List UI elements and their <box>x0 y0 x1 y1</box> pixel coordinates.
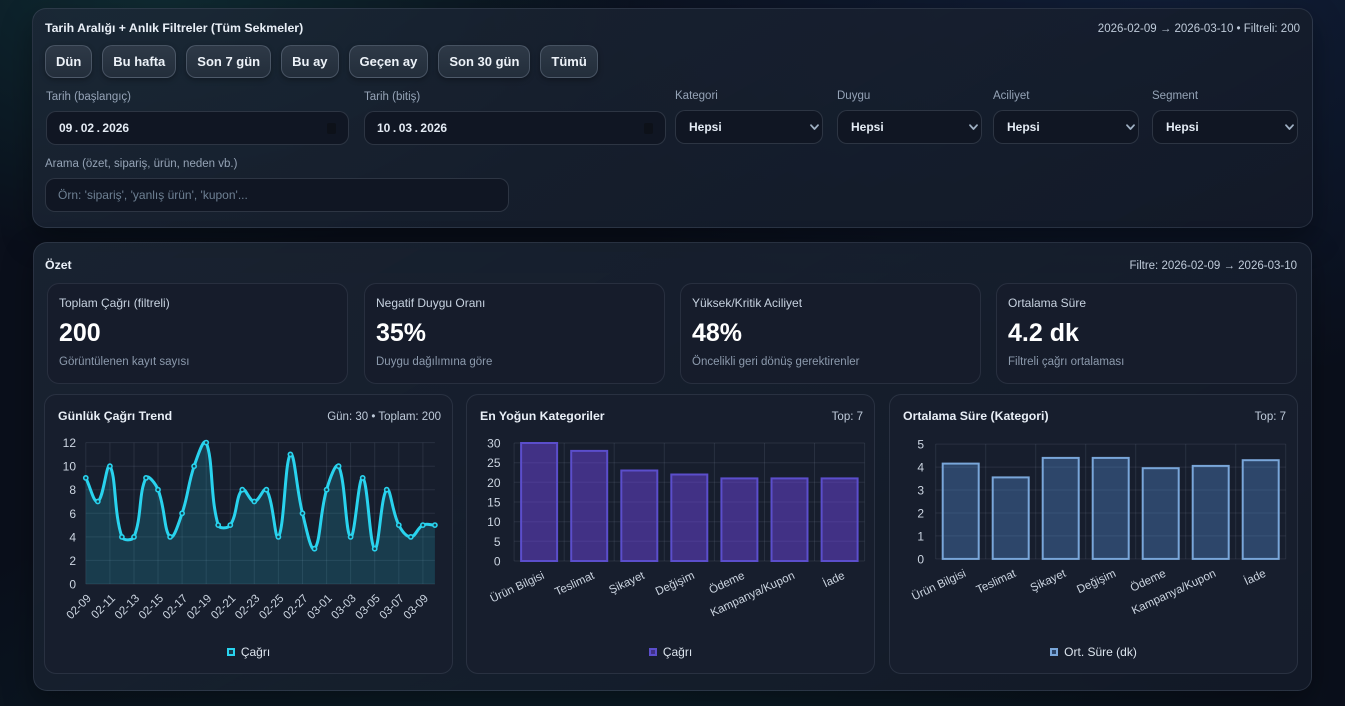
svg-text:Kampanya/Kupon: Kampanya/Kupon <box>1130 568 1218 618</box>
svg-text:10: 10 <box>487 515 501 529</box>
svg-text:02-25: 02-25 <box>257 593 286 622</box>
svg-text:2: 2 <box>917 507 924 521</box>
svg-text:5: 5 <box>494 535 501 549</box>
svg-text:03-09: 03-09 <box>402 593 431 622</box>
svg-text:Şikayet: Şikayet <box>607 570 647 597</box>
svg-text:0: 0 <box>917 552 924 566</box>
svg-text:Değişim: Değişim <box>654 570 697 598</box>
svg-text:2: 2 <box>69 554 76 568</box>
svg-text:02-19: 02-19 <box>185 593 214 622</box>
svg-text:03-03: 03-03 <box>329 593 358 622</box>
svg-text:02-21: 02-21 <box>209 593 238 622</box>
svg-text:0: 0 <box>69 578 76 592</box>
svg-text:20: 20 <box>487 476 501 490</box>
svg-text:5: 5 <box>917 438 924 452</box>
svg-text:İade: İade <box>1242 567 1268 588</box>
svg-text:25: 25 <box>487 456 501 470</box>
svg-text:02-23: 02-23 <box>233 593 262 622</box>
svg-text:Teslimat: Teslimat <box>975 567 1019 596</box>
svg-text:03-01: 03-01 <box>305 593 334 622</box>
svg-text:02-15: 02-15 <box>137 593 166 622</box>
svg-text:15: 15 <box>487 496 501 510</box>
svg-text:1: 1 <box>917 529 924 543</box>
svg-text:Teslimat: Teslimat <box>553 570 597 599</box>
svg-text:12: 12 <box>63 436 77 450</box>
svg-text:10: 10 <box>63 460 77 474</box>
svg-text:02-17: 02-17 <box>161 593 190 622</box>
svg-text:Değişim: Değişim <box>1075 568 1118 596</box>
svg-text:02-13: 02-13 <box>113 593 142 622</box>
svg-text:02-27: 02-27 <box>281 593 310 622</box>
svg-text:İade: İade <box>821 569 847 590</box>
svg-text:02-09: 02-09 <box>65 593 94 622</box>
svg-text:02-11: 02-11 <box>89 593 118 622</box>
svg-text:3: 3 <box>917 484 924 498</box>
svg-text:Kampanya/Kupon: Kampanya/Kupon <box>709 570 797 620</box>
svg-text:30: 30 <box>487 437 501 451</box>
svg-text:Şikayet: Şikayet <box>1029 567 1069 594</box>
svg-text:6: 6 <box>69 507 76 521</box>
svg-text:4: 4 <box>69 530 76 544</box>
svg-text:Ürün Bilgisi: Ürün Bilgisi <box>489 570 547 605</box>
svg-text:03-07: 03-07 <box>378 593 407 622</box>
svg-text:8: 8 <box>69 483 76 497</box>
svg-text:Ürün Bilgisi: Ürün Bilgisi <box>910 568 968 603</box>
svg-text:0: 0 <box>494 555 501 569</box>
svg-text:03-05: 03-05 <box>354 593 383 622</box>
svg-text:4: 4 <box>917 461 924 475</box>
